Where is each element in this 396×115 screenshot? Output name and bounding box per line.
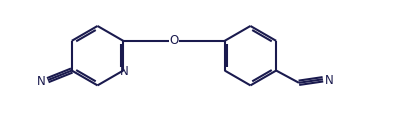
Text: N: N	[120, 65, 128, 77]
Text: N: N	[37, 74, 46, 87]
Text: O: O	[169, 34, 179, 47]
Text: N: N	[325, 73, 333, 86]
